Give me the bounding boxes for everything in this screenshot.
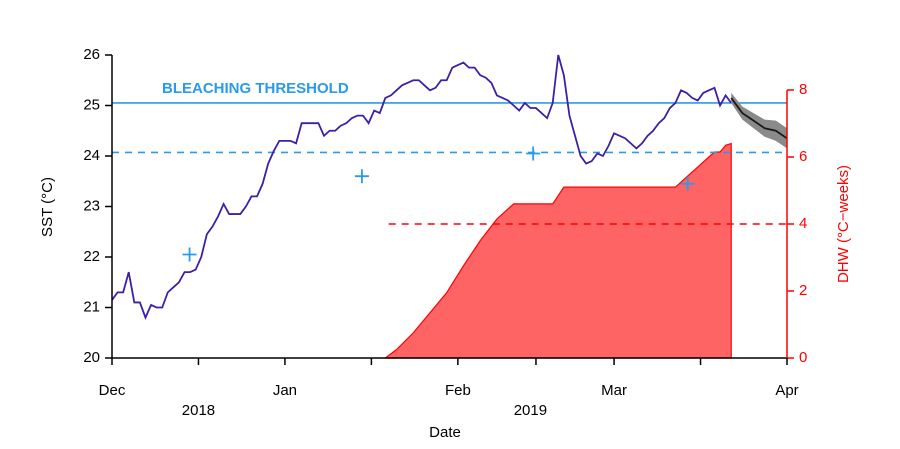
y-tick-label: 21 [83, 298, 100, 315]
dhw-area [383, 142, 732, 359]
x-tick-label: Feb [445, 382, 471, 399]
x-axis-label: Date [429, 424, 461, 441]
y2-axis-label: DHW (°C−weeks) [835, 165, 852, 283]
climatology-marker [526, 146, 541, 161]
climatology-marker [182, 247, 197, 262]
y2-tick-label: 4 [799, 215, 807, 232]
year-label: 2019 [514, 402, 547, 419]
x-tick-label: Dec [99, 382, 126, 399]
sst-line [111, 54, 732, 320]
climatology-marker [354, 169, 369, 184]
climatology-marker [680, 176, 695, 191]
y-axis-label: SST (°C) [39, 177, 56, 237]
year-label: 2018 [182, 402, 215, 419]
x-tick-label: Apr [775, 382, 798, 399]
y-tick-label: 20 [83, 349, 100, 366]
y2-tick-label: 8 [799, 81, 807, 98]
y-tick-label: 22 [83, 248, 100, 265]
y-tick-label: 23 [83, 197, 100, 214]
x-tick-label: Mar [601, 382, 627, 399]
y-tick-label: 25 [83, 96, 100, 113]
y-tick-label: 26 [83, 46, 100, 63]
y2-tick-label: 2 [799, 282, 807, 299]
forecast-line [730, 97, 788, 140]
x-tick-label: Jan [273, 382, 297, 399]
y-tick-label: 24 [83, 147, 100, 164]
y2-tick-label: 0 [799, 349, 807, 366]
forecast-band [731, 92, 787, 149]
y2-tick-label: 6 [799, 148, 807, 165]
threshold-label: BLEACHING THRESHOLD [162, 80, 349, 97]
